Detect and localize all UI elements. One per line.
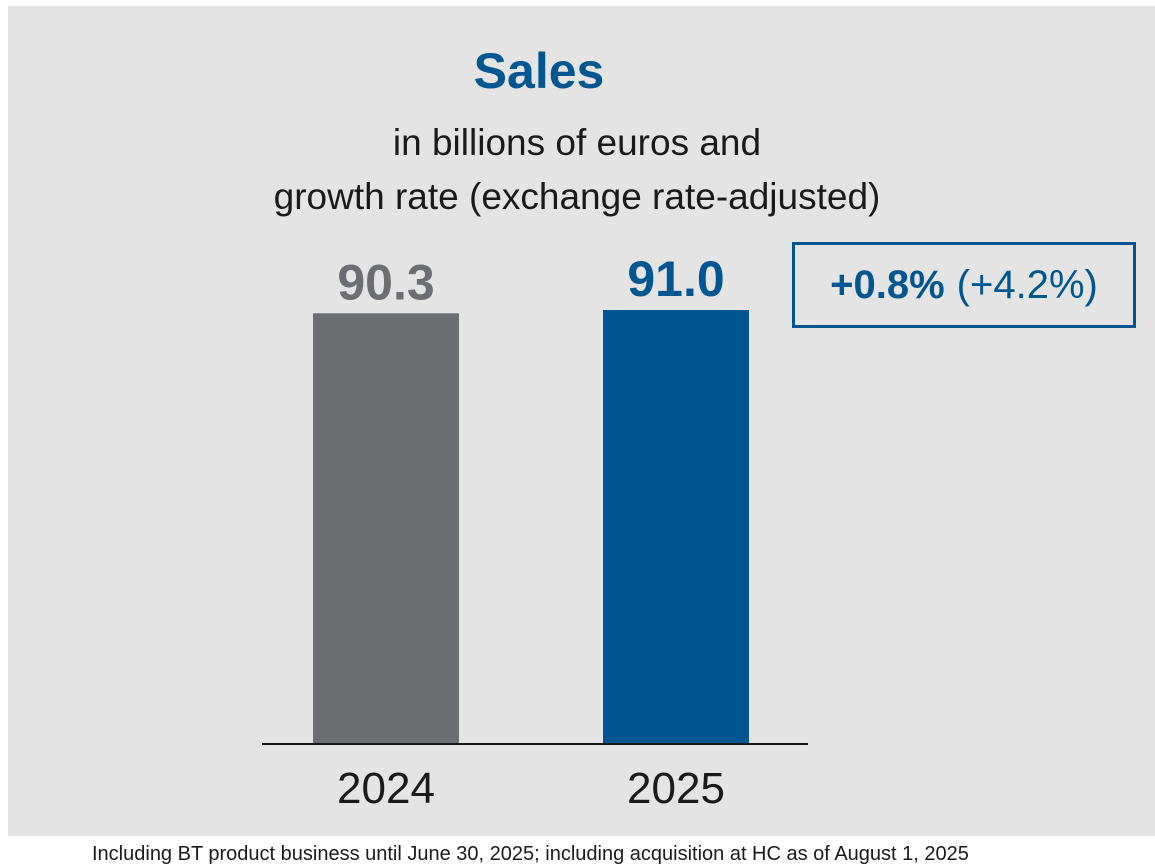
chart-subtitle-line-1: in billions of euros and bbox=[392, 122, 762, 163]
growth-rate-value: +0.8% bbox=[830, 262, 945, 307]
bar-2024 bbox=[313, 313, 459, 743]
growth-rate-adjusted-value: (+4.2%) bbox=[956, 262, 1098, 307]
chart-panel bbox=[8, 6, 1155, 836]
chart-title: Sales bbox=[473, 43, 605, 99]
growth-rate-badge: +0.8% (+4.2%) bbox=[792, 242, 1136, 328]
data-label-2025: 91.0 bbox=[627, 251, 724, 307]
footnote: Including BT product business until June… bbox=[92, 843, 969, 865]
x-tick-label-2025: 2025 bbox=[627, 764, 725, 813]
x-tick-label-2024: 2024 bbox=[337, 764, 435, 813]
bar-2025 bbox=[603, 310, 749, 743]
chart-subtitle-line-2: growth rate (exchange rate-adjusted) bbox=[273, 176, 881, 217]
data-label-2024: 90.3 bbox=[337, 254, 434, 310]
